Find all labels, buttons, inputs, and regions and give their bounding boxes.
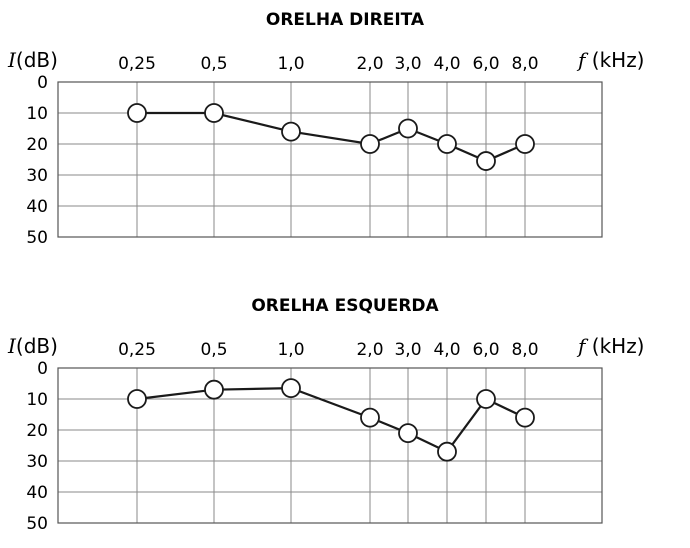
y-axis-label-unit: (dB) xyxy=(16,48,58,72)
data-point xyxy=(515,407,535,428)
plot-frame xyxy=(57,81,603,238)
data-point xyxy=(204,379,224,400)
x-tick-label: 6,0 xyxy=(472,340,499,360)
chart-title: ORELHA DIREITA xyxy=(266,10,425,30)
series-line xyxy=(136,387,526,454)
x-tick-label: 6,0 xyxy=(472,54,499,74)
plot-frame xyxy=(57,367,603,524)
data-point xyxy=(437,134,457,154)
data-point xyxy=(476,389,496,409)
data-point xyxy=(398,118,418,139)
data-point xyxy=(515,134,535,154)
data-point xyxy=(204,103,224,123)
x-tick-label: 8,0 xyxy=(511,54,538,74)
x-tick-label: 4,0 xyxy=(433,340,460,360)
data-point xyxy=(398,423,418,444)
y-tick-label: 50 xyxy=(26,228,48,248)
x-tick-label: 0,5 xyxy=(200,340,227,360)
y-tick-label: 40 xyxy=(26,197,48,217)
x-tick-label: 3,0 xyxy=(394,340,421,360)
data-point xyxy=(281,121,301,142)
y-tick-label: 40 xyxy=(26,483,48,503)
chart-title: ORELHA ESQUERDA xyxy=(251,296,439,316)
y-tick-label: 10 xyxy=(26,104,48,124)
y-axis-label: I(dB) xyxy=(7,48,58,72)
data-point xyxy=(360,407,380,428)
series-line xyxy=(137,111,526,163)
data-point xyxy=(360,134,380,154)
x-tick-label: 4,0 xyxy=(433,54,460,74)
x-tick-label: 2,0 xyxy=(356,340,383,360)
y-tick-label: 50 xyxy=(26,514,48,534)
data-point xyxy=(127,103,147,123)
x-axis-label: f (kHz) xyxy=(576,48,645,72)
data-point xyxy=(476,151,496,171)
data-point xyxy=(437,441,457,462)
y-tick-label: 20 xyxy=(26,135,48,155)
x-tick-label: 1,0 xyxy=(277,340,304,360)
data-point xyxy=(281,378,301,399)
y-axis-label-unit: (dB) xyxy=(16,334,58,358)
y-axis-label: I(dB) xyxy=(7,334,58,358)
x-axis-label: f (kHz) xyxy=(576,334,645,358)
x-tick-label: 3,0 xyxy=(394,54,421,74)
x-tick-label: 0,5 xyxy=(200,54,227,74)
chart-panel-2: ORELHA ESQUERDA 0 10 20 30 40 50 0,25 0,5 1,0 2,0 3… xyxy=(7,296,645,534)
y-tick-label: 10 xyxy=(26,390,48,410)
y-tick-label: 20 xyxy=(26,421,48,441)
x-tick-label: 0,25 xyxy=(118,54,156,74)
data-point xyxy=(127,389,147,409)
y-tick-label: 0 xyxy=(37,73,48,93)
y-tick-label: 30 xyxy=(26,166,48,186)
y-tick-label: 0 xyxy=(37,359,48,379)
y-axis-label-symbol: I xyxy=(7,48,17,72)
x-tick-label: 8,0 xyxy=(511,340,538,360)
x-tick-label: 1,0 xyxy=(277,54,304,74)
chart-panel-1: ORELHA DIREITA 0 10 20 30 40 50 0,25 0,5 1,0 2,0 3,… xyxy=(7,10,645,248)
y-axis-label-symbol: I xyxy=(7,334,17,358)
x-tick-label: 2,0 xyxy=(356,54,383,74)
x-axis-label-unit: (kHz) xyxy=(585,48,644,72)
x-axis-label-unit: (kHz) xyxy=(585,334,644,358)
x-tick-label: 0,25 xyxy=(118,340,156,360)
y-tick-label: 30 xyxy=(26,452,48,472)
